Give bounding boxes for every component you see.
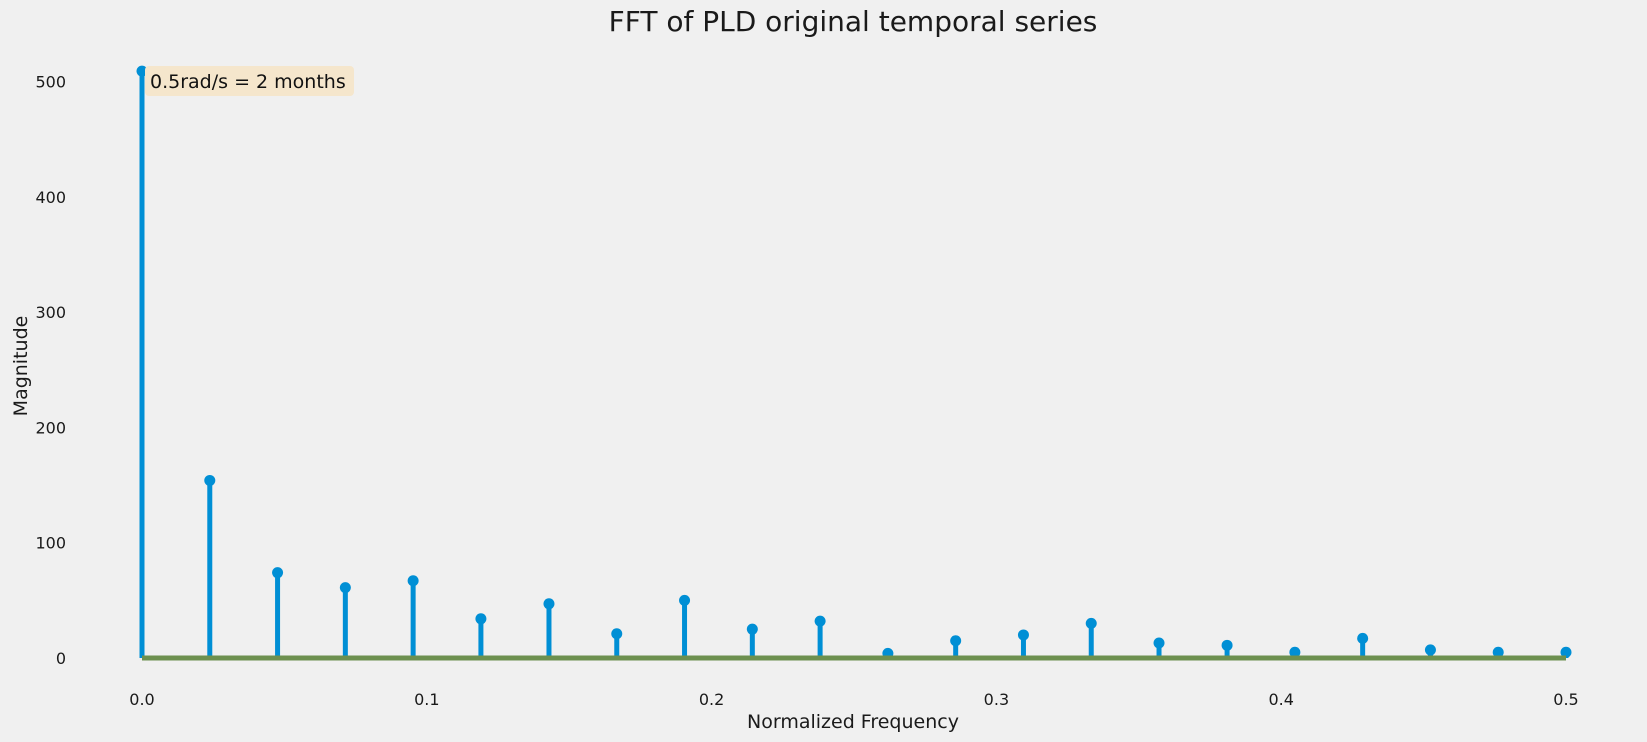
stem-marker [272,567,284,579]
stems-group [136,65,1572,661]
stem-marker [814,615,826,627]
y-tick-label: 500 [35,73,66,92]
stem-marker [1017,629,1029,641]
stem-marker [1289,646,1301,658]
x-tick-label: 0.0 [129,690,154,709]
y-tick-label: 400 [35,188,66,207]
stem-marker [1560,646,1572,658]
stem-marker [1221,639,1233,651]
y-tick-label: 200 [35,418,66,437]
x-axis-label: Normalized Frequency [747,711,959,733]
y-tick-label: 300 [35,303,66,322]
stem-marker [339,582,351,594]
stem-marker [950,635,962,647]
y-axis-label: Magnitude [10,316,32,417]
x-tick-labels: 0.0 0.1 0.2 0.3 0.4 0.5 [129,690,1578,709]
stem-marker [407,575,419,587]
x-tick-label: 0.3 [984,690,1009,709]
stem-marker [611,628,623,640]
stem-marker [1424,644,1436,656]
x-tick-label: 0.1 [414,690,439,709]
stem-marker [1357,632,1369,644]
stem-marker [1153,637,1165,649]
stem-marker [475,613,487,625]
x-tick-label: 0.5 [1553,690,1578,709]
stem-marker [1085,617,1097,629]
stem-marker [1492,646,1504,658]
annotation-box: 0.5rad/s = 2 months [145,66,354,96]
stem-marker [679,594,691,606]
y-tick-label: 100 [35,534,66,553]
y-tick-labels: 0 100 200 300 400 500 [35,73,66,668]
x-tick-label: 0.2 [699,690,724,709]
y-tick-label: 0 [56,649,66,668]
chart-title: FFT of PLD original temporal series [609,5,1098,38]
stem-marker [746,623,758,635]
stem-marker [136,65,148,77]
x-tick-label: 0.4 [1268,690,1293,709]
annotation-text: 0.5rad/s = 2 months [150,71,346,93]
annotation-background [145,66,354,96]
stem-marker [204,474,216,486]
stem-marker [543,598,555,610]
